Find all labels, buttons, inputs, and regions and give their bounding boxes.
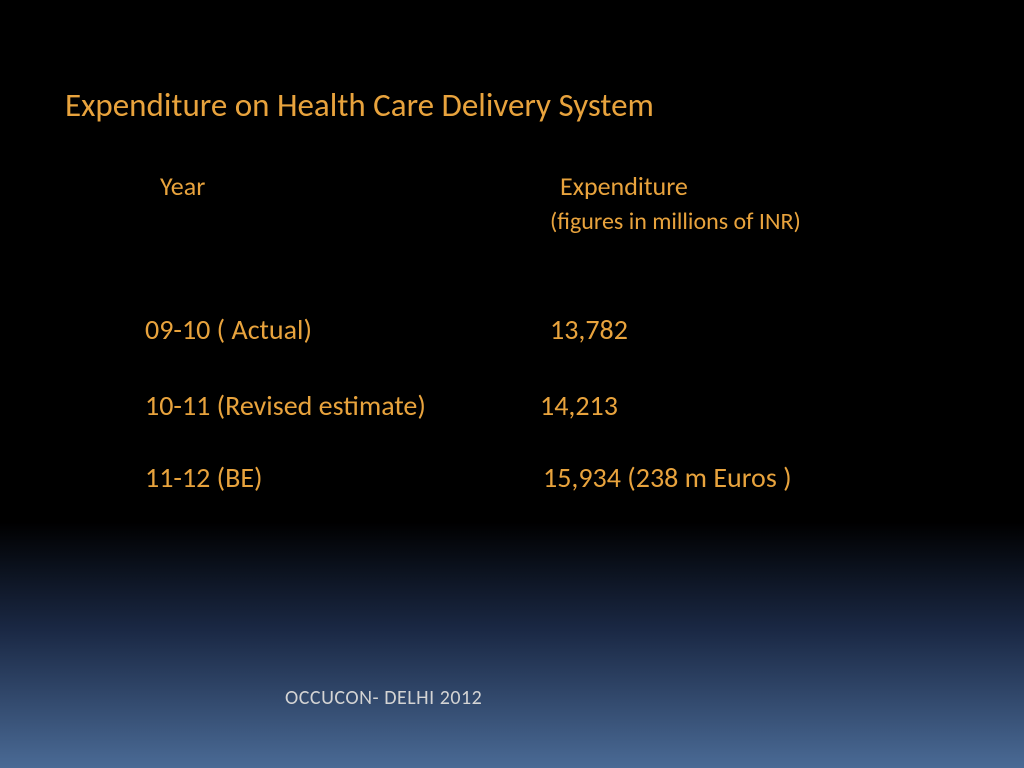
value-cell: 14,213 [540,388,618,423]
value-cell: 13,782 [550,312,628,347]
value-cell: 15,934 (238 m Euros ) [543,460,792,495]
slide-title: Expenditure on Health Care Delivery Syst… [65,85,654,125]
year-cell: 09-10 ( Actual) [145,312,312,347]
year-cell: 10-11 (Revised estimate) [145,388,426,423]
footer-text: OCCUCON- DELHI 2012 [285,686,482,710]
year-cell: 11-12 (BE) [145,460,263,495]
header-expenditure-label: Expenditure [560,170,688,202]
header-expenditure-sublabel: (figures in millions of INR) [550,207,801,236]
header-year-label: Year [160,170,205,202]
